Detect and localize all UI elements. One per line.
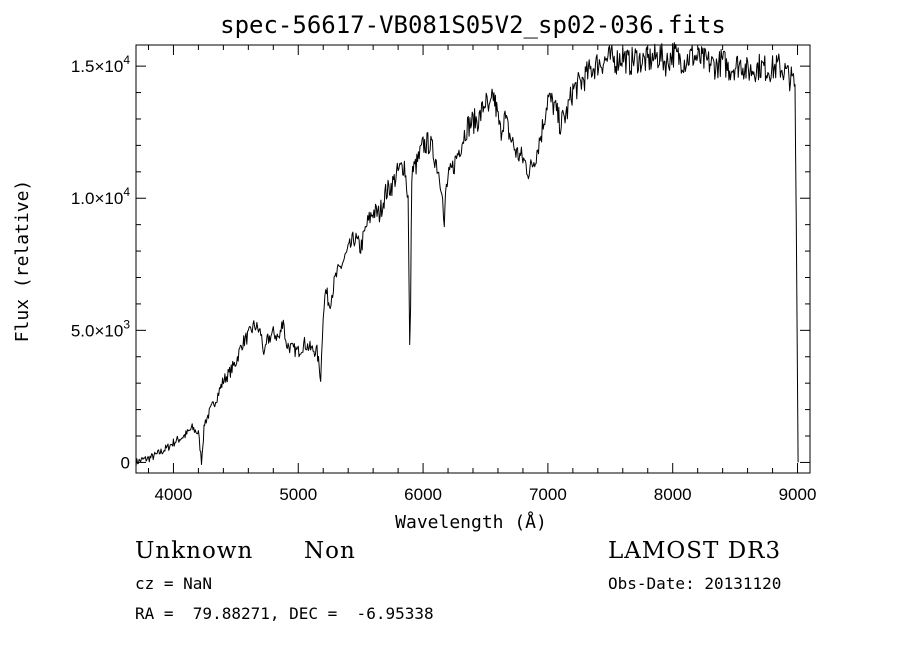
object-class: Unknown bbox=[135, 538, 254, 564]
x-tick-label: 7000 bbox=[529, 485, 567, 504]
x-axis-label: Wavelength (Å) bbox=[395, 511, 547, 533]
spectrum-line bbox=[135, 42, 799, 467]
y-tick-label: 5.0×103 bbox=[71, 317, 130, 340]
x-tick-label: 6000 bbox=[404, 485, 442, 504]
chart-title: spec-56617-VB081S05V2_sp02-036.fits bbox=[220, 11, 726, 39]
y-tick-label: 1.0×104 bbox=[71, 185, 130, 208]
x-tick-label: 4000 bbox=[155, 485, 193, 504]
plot-frame bbox=[135, 44, 811, 474]
x-tick-label: 9000 bbox=[779, 485, 817, 504]
redshift-cz: cz = NaN bbox=[135, 574, 213, 593]
x-tick-label: 8000 bbox=[654, 485, 692, 504]
y-tick-label: 0 bbox=[121, 453, 130, 472]
object-subclass: Non bbox=[304, 538, 356, 564]
plot-area: 4000 5000 6000 7000 8000 9000 0 5.0×103 1.0×104 1… bbox=[71, 42, 817, 504]
survey-name: LAMOST DR3 bbox=[608, 538, 782, 564]
x-tick-label: 5000 bbox=[279, 485, 317, 504]
y-axis-label: Flux (relative) bbox=[12, 180, 33, 343]
y-tick-label: 1.5×104 bbox=[71, 53, 130, 76]
observation-date: Obs-Date: 20131120 bbox=[608, 574, 782, 593]
ra-dec-coordinates: RA = 79.88271, DEC = -6.95338 bbox=[135, 604, 434, 623]
